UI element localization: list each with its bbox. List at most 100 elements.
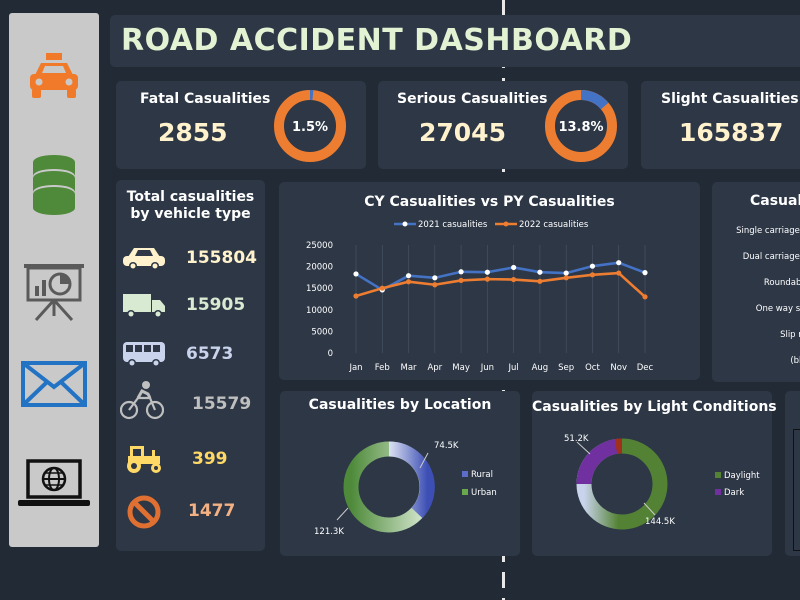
x-tick-label: May bbox=[452, 363, 470, 373]
vehicle-row-bus: 6573 bbox=[116, 335, 266, 375]
x-tick-label: Nov bbox=[610, 363, 627, 373]
road-type-label: Slip roa bbox=[780, 330, 800, 340]
donut-segment bbox=[274, 90, 346, 162]
x-tick-label: Dec bbox=[637, 363, 654, 373]
road-type-label: Single carriagewa bbox=[736, 226, 800, 236]
y-tick-label: 5000 bbox=[311, 327, 333, 337]
data-point-2021 bbox=[616, 260, 622, 266]
data-point-2022 bbox=[405, 279, 412, 285]
car-icon bbox=[30, 53, 78, 98]
data-point-2022 bbox=[432, 282, 438, 288]
vehicle-row-bicycle: 15579 bbox=[116, 380, 266, 420]
road-type-label: (blan bbox=[790, 356, 800, 366]
location-chart-panel: Casualities by Location 74.5K 121.3K Rur… bbox=[280, 391, 520, 556]
dark-segment bbox=[576, 438, 623, 485]
sidebar-item-car[interactable] bbox=[9, 51, 99, 101]
vehicle-count: 1477 bbox=[188, 501, 236, 521]
data-point-2022 bbox=[642, 294, 648, 300]
legend-swatch-rural bbox=[462, 471, 468, 477]
legend-swatch-dark bbox=[715, 489, 721, 495]
vehicle-count: 15905 bbox=[186, 295, 246, 315]
leader-line bbox=[336, 507, 349, 521]
legend-label-rural: Rural bbox=[471, 470, 493, 480]
data-point-2021 bbox=[353, 271, 359, 277]
cutoff-panel bbox=[785, 391, 800, 556]
sidebar-item-presentation[interactable] bbox=[9, 260, 99, 322]
laptop-globe-icon bbox=[18, 459, 90, 506]
vehicle-count: 155804 bbox=[186, 248, 257, 268]
cutoff-chart-frame bbox=[793, 429, 800, 551]
vehicle-row-other: 1477 bbox=[116, 492, 266, 532]
series-line-2021 bbox=[355, 261, 646, 292]
sidebar-item-database[interactable] bbox=[9, 153, 99, 217]
chart-legend: 2021 casualities 2022 casualities bbox=[394, 220, 589, 230]
data-point-2021 bbox=[432, 275, 438, 281]
x-tick-label: Jul bbox=[508, 363, 519, 373]
road-type-label: One way stre bbox=[755, 304, 800, 314]
leader-line bbox=[419, 452, 429, 469]
kpi-card-serious: Serious Casualities 27045 13.8% bbox=[378, 81, 628, 169]
sidebar bbox=[9, 13, 99, 547]
donut-percent-label: 13.8% bbox=[558, 120, 603, 135]
data-point-2022 bbox=[537, 278, 543, 284]
x-tick-label: Feb bbox=[375, 363, 390, 373]
mail-icon bbox=[21, 361, 87, 407]
x-tick-label: Sep bbox=[558, 363, 574, 373]
data-point-2021 bbox=[589, 263, 596, 269]
legend-label-urban: Urban bbox=[471, 488, 497, 498]
sidebar-item-web[interactable] bbox=[9, 458, 99, 510]
road-type-label: Roundabou bbox=[763, 278, 800, 288]
rural-data-label: 74.5K bbox=[434, 441, 459, 451]
legend-label-dark: Dark bbox=[724, 488, 744, 498]
fatal-donut: 1.5% bbox=[274, 90, 346, 162]
data-point-2022 bbox=[589, 272, 596, 278]
car-icon bbox=[123, 248, 165, 270]
data-point-2021 bbox=[458, 269, 464, 275]
series-line-2022 bbox=[355, 271, 646, 298]
vehicle-row-tractor: 399 bbox=[116, 440, 266, 480]
road-panel-title: Casual bbox=[750, 193, 800, 209]
sidebar-item-mail[interactable] bbox=[9, 361, 99, 407]
vehicle-count: 15579 bbox=[192, 394, 252, 414]
y-tick-label: 15000 bbox=[306, 284, 333, 294]
truck-icon bbox=[123, 294, 165, 318]
daylight-data-label: 144.5K bbox=[645, 517, 675, 527]
kpi-value: 2855 bbox=[158, 118, 228, 147]
x-tick-label: Jun bbox=[480, 363, 494, 373]
tractor-icon bbox=[127, 446, 161, 473]
kpi-label: Serious Casualities bbox=[397, 91, 548, 107]
line-chart-panel: CY Casualities vs PY Casualities 2021 ca… bbox=[279, 182, 700, 380]
x-tick-label: Oct bbox=[585, 363, 600, 373]
bicycle-icon bbox=[120, 381, 164, 420]
data-point-2022 bbox=[511, 276, 517, 283]
y-tick-label: 25000 bbox=[306, 241, 333, 251]
bus-icon bbox=[123, 342, 165, 367]
presentation-icon bbox=[24, 264, 84, 322]
kpi-label: Fatal Casualities bbox=[140, 91, 271, 107]
data-point-2021 bbox=[563, 270, 569, 276]
legend-swatch-daylight bbox=[715, 472, 721, 478]
kpi-value: 165837 bbox=[679, 118, 784, 147]
y-tick-label: 20000 bbox=[306, 263, 333, 273]
donut-percent-label: 1.5% bbox=[292, 120, 328, 135]
chart-title: Casualities by Light Conditions bbox=[532, 399, 777, 415]
page-title: ROAD ACCIDENT DASHBOARD bbox=[121, 23, 633, 58]
road-type-panel: Casual Single carriagewa Dual carriagewa… bbox=[712, 182, 800, 382]
vehicle-count: 399 bbox=[192, 449, 228, 469]
kpi-card-slight: Slight Casualities 165837 bbox=[641, 81, 800, 169]
location-donut-chart: 74.5K 121.3K Rural Urban bbox=[314, 441, 497, 537]
dark-data-label: 51.2K bbox=[564, 434, 589, 444]
data-point-2021 bbox=[484, 269, 490, 275]
legend-label-2021: 2021 casualities bbox=[418, 220, 488, 230]
data-point-2021 bbox=[537, 269, 543, 275]
y-tick-label: 0 bbox=[328, 349, 333, 359]
urban-data-label: 121.3K bbox=[314, 527, 344, 537]
leader-line bbox=[643, 502, 656, 516]
data-point-2022 bbox=[616, 270, 622, 276]
vehicle-row-truck: 15905 bbox=[116, 286, 266, 326]
data-point-2021 bbox=[405, 273, 412, 279]
kpi-value: 27045 bbox=[419, 118, 506, 147]
vehicle-row-car: 155804 bbox=[116, 239, 266, 279]
data-point-2022 bbox=[379, 285, 385, 291]
light-donut-chart: 51.2K 144.5K Daylight Dark bbox=[564, 434, 760, 530]
